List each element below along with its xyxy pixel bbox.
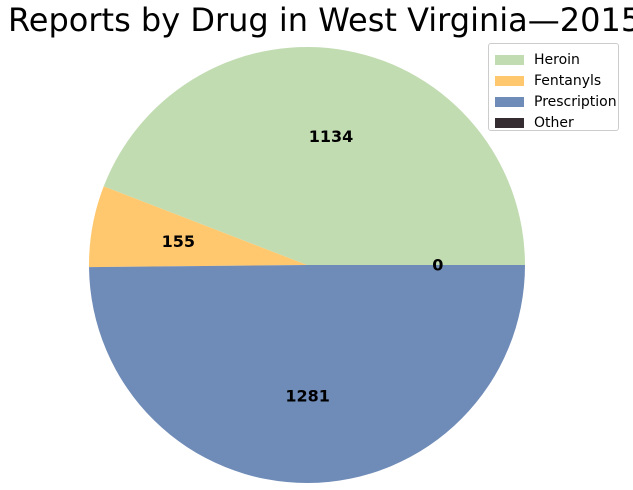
legend-swatch — [495, 96, 524, 107]
pie-slice-fentanyls — [89, 186, 307, 268]
legend-swatch — [495, 75, 524, 86]
legend-label: Fentanyls — [534, 72, 602, 89]
chart-title: Reports by Drug in West Virginia—2015 — [8, 1, 633, 39]
pie-slice-prescription — [89, 265, 525, 483]
legend-swatch — [495, 54, 524, 65]
legend: Heroin Fentanyls Prescription Other — [488, 43, 619, 131]
legend-swatch — [495, 117, 524, 128]
legend-label: Prescription — [534, 93, 617, 110]
pie-slice-labels: 1134 155 1281 0 — [162, 127, 444, 405]
legend-item-prescription: Prescription — [495, 91, 618, 112]
pie-label-fentanyls: 155 — [162, 232, 195, 251]
pie-slices — [89, 47, 525, 483]
pie-label-other: 0 — [432, 256, 443, 275]
legend-label: Heroin — [534, 51, 580, 68]
legend-item-other: Other — [495, 112, 618, 133]
pie-label-heroin: 1134 — [309, 127, 354, 146]
pie-slice-heroin — [103, 47, 525, 265]
pie-label-prescription: 1281 — [285, 386, 330, 405]
legend-label: Other — [534, 114, 574, 131]
legend-item-heroin: Heroin — [495, 49, 618, 70]
legend-item-fentanyls: Fentanyls — [495, 70, 618, 91]
